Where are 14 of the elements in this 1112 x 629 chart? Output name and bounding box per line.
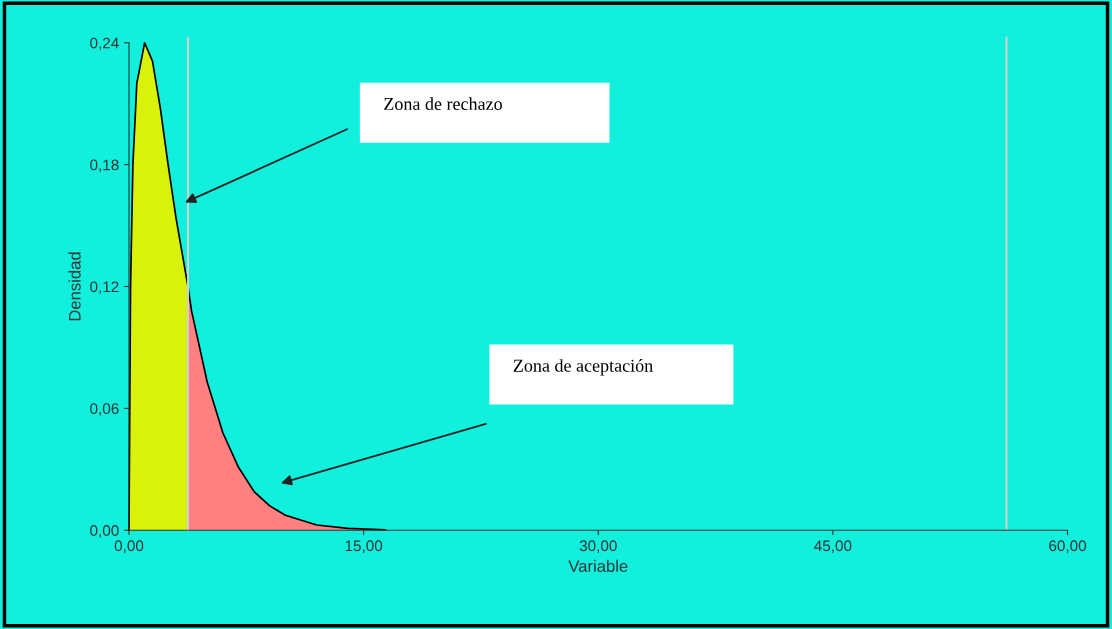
x-tick-label: 60,00 [1049,540,1087,553]
y-axis-title: Densidad [68,252,81,321]
y-tick-label: 0,24 [90,37,119,51]
x-tick-label: 0,00 [114,540,144,553]
y-tick-label: 0,18 [90,159,119,173]
x-axis-title: Variable [568,559,628,573]
x-tick-label: 30,00 [579,540,617,553]
y-tick-label: 0,06 [90,403,119,416]
y-tick-label: 0,00 [90,525,119,538]
y-tick-label: 0,12 [90,281,119,294]
x-tick-label: 45,00 [814,540,852,553]
x-tick-label: 15,00 [345,540,383,553]
annotation: Zona de aceptación [513,359,653,376]
annotation: Zona de rechazo [384,97,502,111]
